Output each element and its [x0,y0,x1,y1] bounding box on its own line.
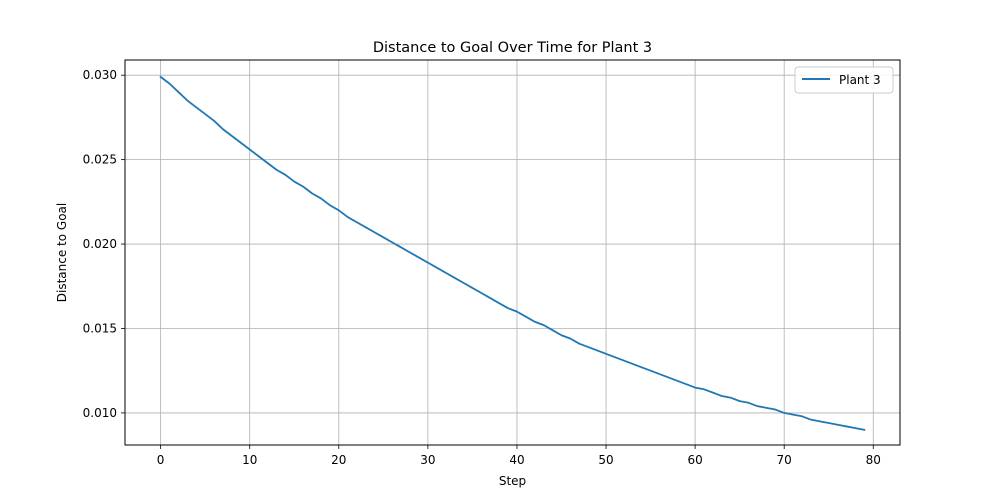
legend-label-plant-3: Plant 3 [839,73,881,87]
y-tick-label: 0.015 [83,321,117,335]
legend-box [794,66,894,94]
ticks: 0 10 20 30 40 50 60 70 80 0.010 0.015 0.020 0.025 0.0… [83,68,881,467]
y-tick-label: 0.010 [83,406,117,420]
x-tick-label: 60 [687,453,702,467]
x-axis-label: Step [499,474,526,488]
grid [125,60,900,445]
series-layer [159,75,866,431]
x-tick-label: 50 [598,453,613,467]
x-tick-label: 40 [509,453,524,467]
x-tick-label: 30 [420,453,435,467]
x-tick-label: 20 [331,453,346,467]
x-tick-label: 80 [866,453,881,467]
x-tick-label: 10 [242,453,257,467]
y-axis-label: Distance to Goal [55,203,69,302]
legend: Plant 3 [794,66,894,94]
series-line-plant-3 [159,75,866,431]
x-tick-label: 0 [157,453,165,467]
plot-frame [124,59,901,446]
y-tick-label: 0.020 [83,237,117,251]
y-tick-label: 0.025 [83,153,117,167]
x-tick-label: 70 [777,453,792,467]
chart-title: Distance to Goal Over Time for Plant 3 [373,40,652,56]
y-tick-label: 0.030 [83,68,117,82]
